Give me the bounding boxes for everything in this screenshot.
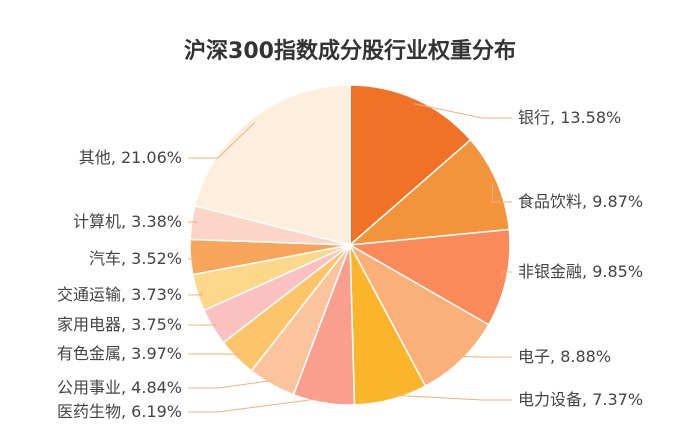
slice-label: 公用事业, 4.84% — [57, 378, 182, 397]
slice-label: 有色金属, 3.97% — [57, 344, 182, 363]
slice-label-value: , 7.37% — [582, 390, 643, 409]
slice-label-name: 电子 — [518, 347, 550, 366]
leader-line — [492, 183, 512, 203]
leader-line — [188, 397, 325, 413]
slice-label: 汽车, 3.52% — [89, 249, 182, 268]
slice-label: 电子, 8.88% — [518, 347, 611, 366]
slice-label-value: , 13.58% — [550, 108, 621, 127]
leader-line — [501, 271, 512, 278]
slice-label-value: , 4.84% — [121, 378, 182, 397]
leader-line — [188, 256, 196, 260]
slice-label-name: 银行 — [518, 108, 550, 127]
slice-label: 家用电器, 3.75% — [57, 315, 182, 334]
slice-label-value: , 21.06% — [111, 148, 182, 167]
slice-label-value: , 6.19% — [121, 402, 182, 421]
pie-slice — [193, 84, 351, 246]
leader-line — [188, 122, 255, 159]
slice-label-value: , 3.97% — [121, 344, 182, 363]
chart-title: 沪深300指数成分股行业权重分布 — [184, 38, 516, 64]
slice-label: 食品饮料, 9.87% — [518, 192, 643, 211]
slice-label-name: 计算机 — [73, 212, 121, 231]
slice-label: 银行, 13.58% — [518, 108, 621, 127]
pie-slice — [348, 243, 490, 388]
slice-label-name: 食品饮料 — [518, 192, 582, 211]
slice-label: 交通运输, 3.73% — [57, 285, 182, 304]
slice-label-name: 其他 — [79, 148, 111, 167]
pie-slice — [349, 84, 472, 247]
slice-label-name: 有色金属 — [57, 344, 121, 363]
pie-slice — [347, 228, 511, 326]
slice-label-name: 非银金融 — [518, 262, 582, 281]
slice-label: 电力设备, 7.37% — [518, 390, 643, 409]
slice-label: 非银金融, 9.85% — [518, 262, 643, 281]
leader-line — [458, 355, 512, 358]
slice-label-value: , 3.38% — [121, 212, 182, 231]
slice-label-value: , 9.85% — [582, 262, 643, 281]
pie-slice — [347, 138, 511, 246]
slice-label-value: , 8.88% — [550, 347, 611, 366]
leader-line — [188, 291, 203, 296]
leader-line — [188, 379, 274, 389]
slice-label-value: , 3.73% — [121, 285, 182, 304]
slice-label: 其他, 21.06% — [79, 148, 182, 167]
leader-line — [389, 394, 512, 401]
slice-label-name: 电力设备 — [518, 390, 582, 409]
slice-label-name: 公用事业 — [57, 378, 121, 397]
leader-line — [188, 221, 197, 224]
slice-label: 医药生物, 6.19% — [57, 402, 182, 421]
slice-label: 计算机, 3.38% — [73, 212, 182, 231]
slice-label-name: 汽车 — [89, 249, 121, 268]
slice-label-value: , 3.75% — [121, 315, 182, 334]
slice-label-value: , 9.87% — [582, 192, 643, 211]
leader-line — [414, 103, 512, 119]
slice-label-name: 交通运输 — [57, 285, 121, 304]
slice-label-name: 医药生物 — [57, 402, 121, 421]
slice-label-name: 家用电器 — [57, 315, 121, 334]
slice-label-value: , 3.52% — [121, 249, 182, 268]
